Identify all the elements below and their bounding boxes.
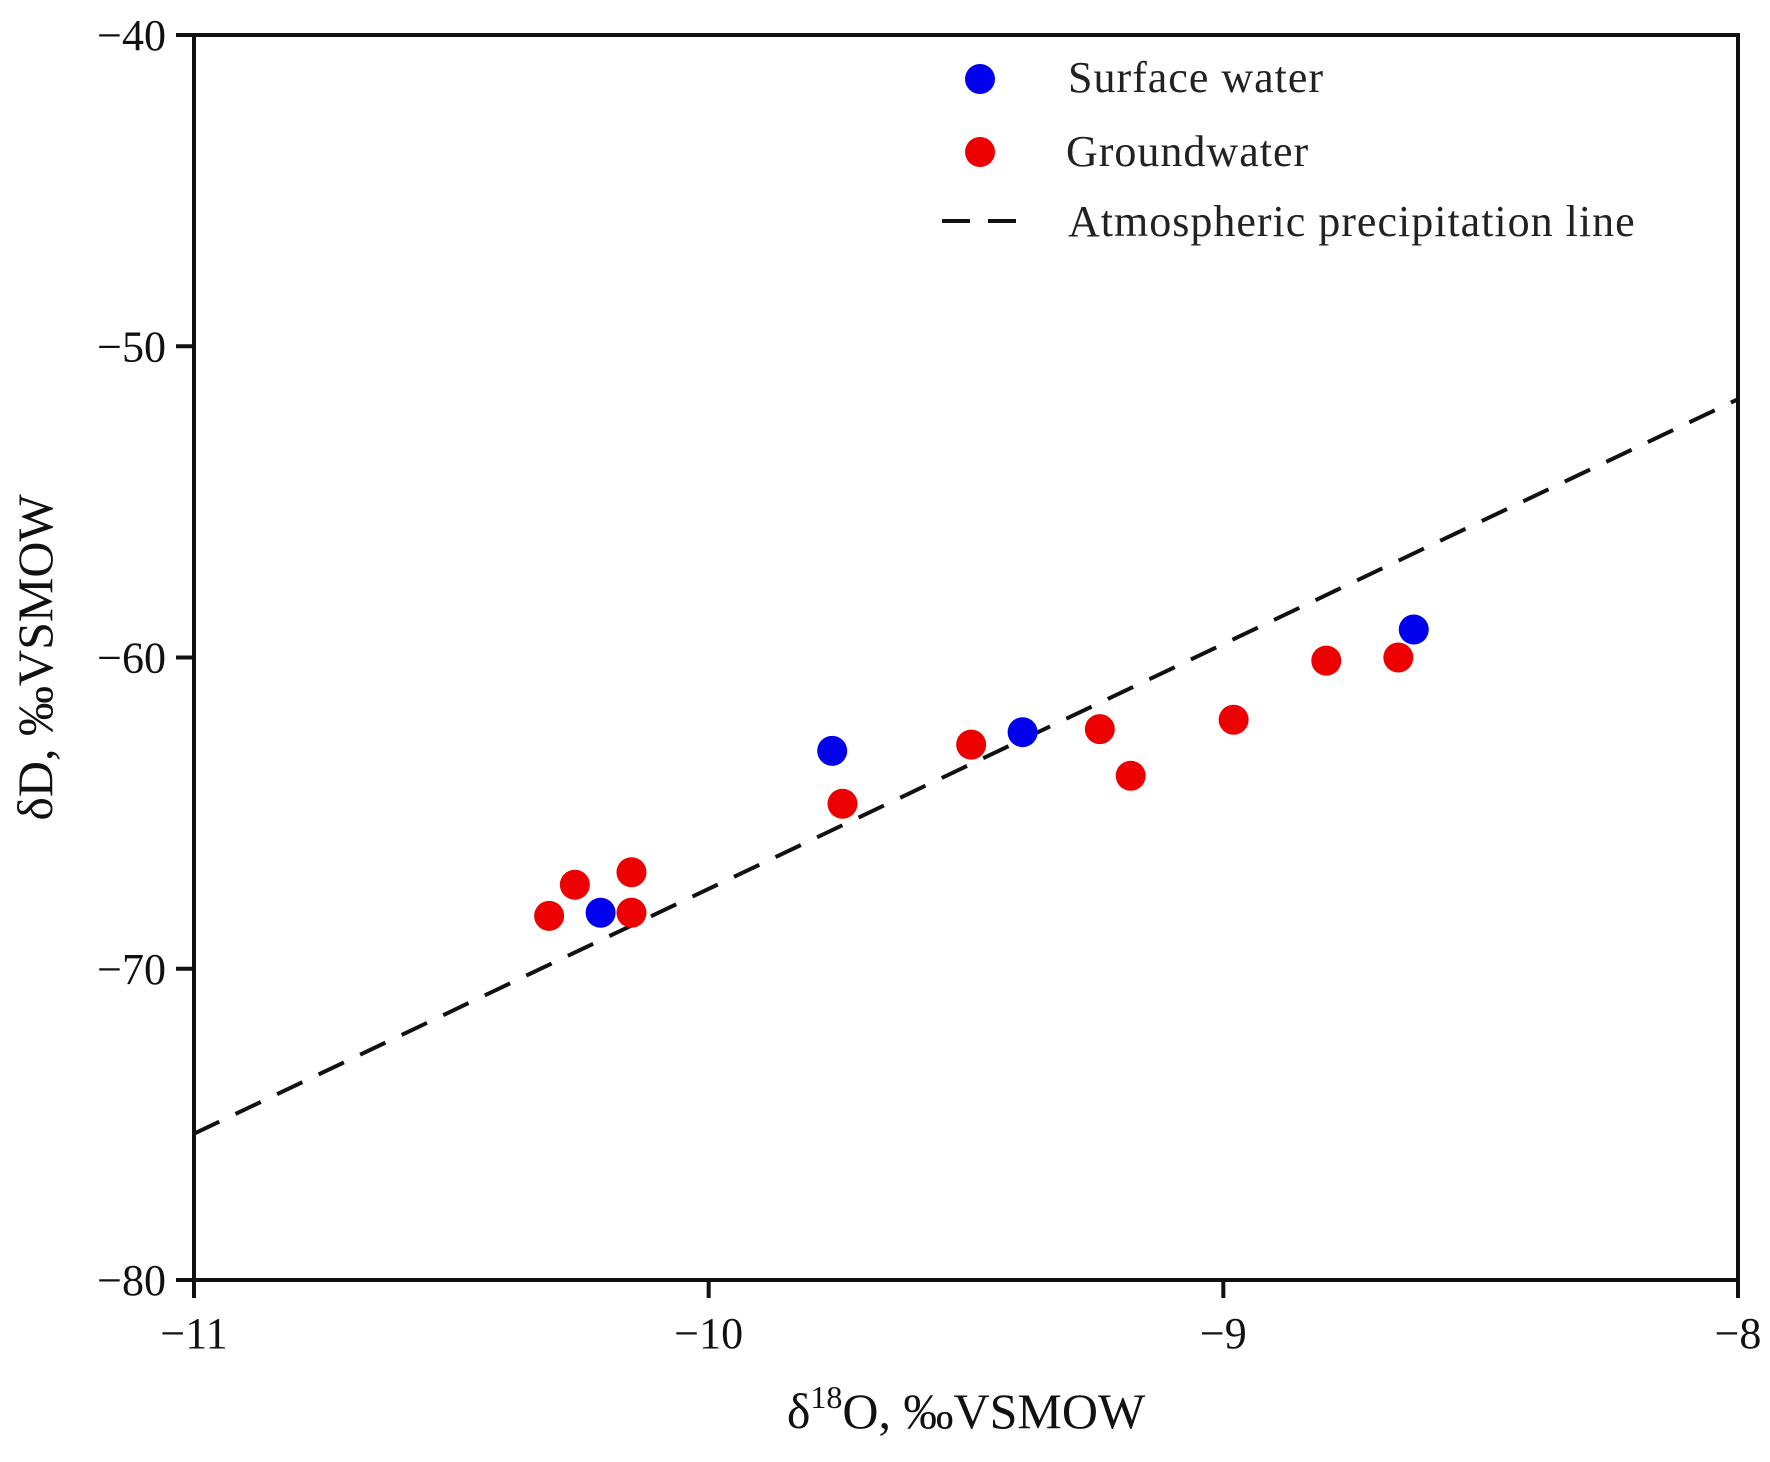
y-tick-label-3: −50 (97, 322, 166, 371)
legend: Surface water Groundwater Atmospheric pr… (942, 53, 1636, 246)
groundwater-point-2 (616, 857, 647, 888)
groundwater-point-10 (1383, 642, 1414, 673)
groundwater-point-1 (559, 869, 590, 900)
x-tick-label-1: −10 (674, 1309, 743, 1358)
x-tick-label-0: −11 (160, 1309, 227, 1358)
groundwater-point-8 (1218, 704, 1249, 735)
x-axis-title-prefix: δ (787, 1383, 811, 1439)
groundwater-point-9 (1311, 645, 1342, 676)
x-tick-label-2: −9 (1200, 1309, 1247, 1358)
legend-label-groundwater: Groundwater (1066, 127, 1309, 176)
y-tick-label-1: −70 (97, 945, 166, 994)
surface-water-point-2 (1007, 717, 1038, 748)
x-axis-title-suffix: O, ‰VSMOW (842, 1383, 1146, 1439)
groundwater-point-6 (1084, 714, 1115, 745)
legend-label-surface-water: Surface water (1068, 53, 1324, 102)
groundwater-point-3 (616, 897, 647, 928)
plot-area (193, 397, 1739, 1136)
legend-marker-surface-water (965, 64, 995, 94)
precipitation-line-0 (193, 397, 1739, 1136)
y-tick-label-4: −40 (97, 11, 166, 60)
groundwater-point-7 (1115, 760, 1146, 791)
surface-water-point-3 (1398, 614, 1429, 645)
x-axis-title: δ18O, ‰VSMOW (787, 1379, 1146, 1439)
groundwater-point-5 (956, 729, 987, 760)
groundwater-point-4 (827, 788, 858, 819)
y-axis-title: δD, ‰VSMOW (7, 494, 63, 821)
y-tick-label-0: −80 (97, 1256, 166, 1305)
legend-marker-groundwater (965, 137, 995, 167)
surface-water-point-1 (817, 735, 848, 766)
surface-water-point-0 (585, 897, 616, 928)
x-tick-label-3: −8 (1715, 1309, 1762, 1358)
groundwater-point-0 (534, 900, 565, 931)
legend-label-precipitation-line: Atmospheric precipitation line (1068, 197, 1636, 246)
y-tick-label-2: −60 (97, 634, 166, 683)
x-axis-title-superscript: 18 (810, 1379, 842, 1415)
ticks: −11 −10 −9 −8 −80 −70 −60 −50 −40 (97, 11, 1761, 1358)
